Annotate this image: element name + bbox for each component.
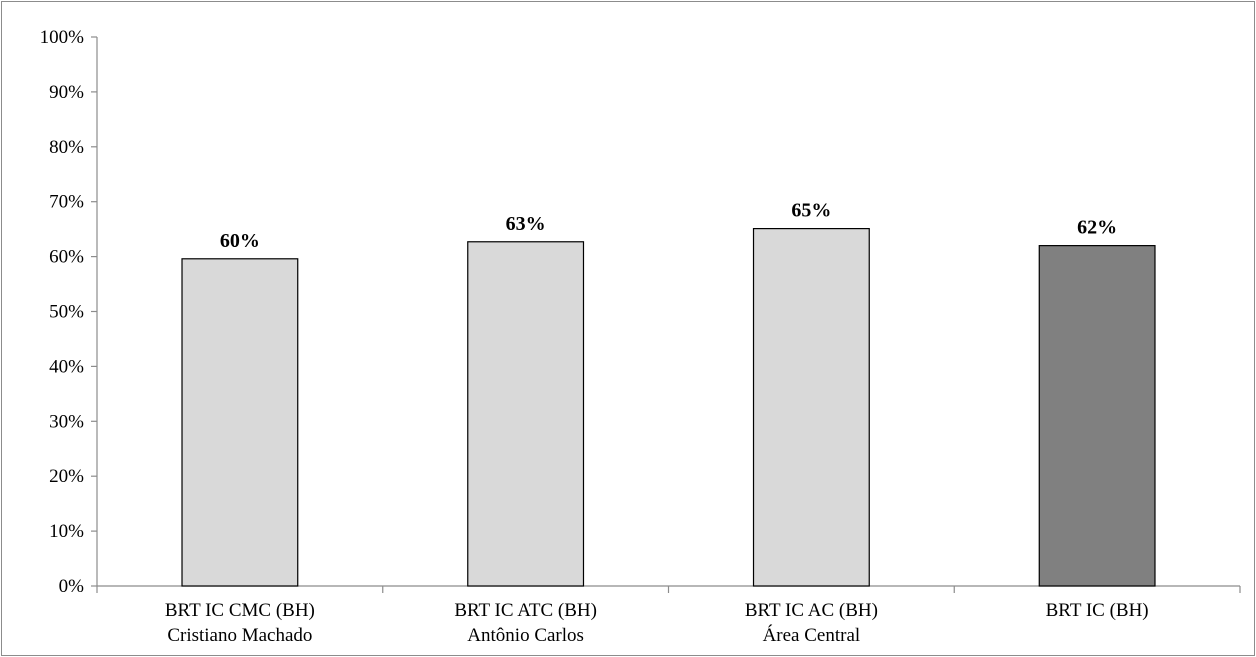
category-label: Área Central [763,624,861,646]
y-tick-label: 100% [40,27,85,48]
y-tick-label: 90% [49,82,84,103]
category-label: BRT IC (BH) [1046,600,1149,621]
data-labels: 60% 63% 65% 62% [220,200,1117,252]
data-label: 65% [791,200,831,222]
y-tick-label: 20% [49,466,84,487]
bar [467,241,585,587]
y-tick-label: 80% [49,137,84,158]
bars [181,228,1156,587]
category-label: BRT IC CMC (BH) [165,600,315,621]
y-tick-label: 70% [49,192,84,213]
data-label: 62% [1077,217,1117,239]
category-labels: BRT IC CMC (BH) Cristiano Machado BRT IC A… [165,600,1149,646]
y-axis: 0% 10% 20% 30% 40% 50% 60% 70% 80% 90% 100% [40,27,98,597]
y-tick-label: 0% [59,576,85,597]
y-tick-label: 60% [49,247,84,268]
category-label: BRT IC ATC (BH) [454,600,597,621]
category-label: Antônio Carlos [467,625,584,646]
category-label: BRT IC AC (BH) [745,600,878,621]
y-tick-label: 30% [49,411,84,432]
bar [752,228,870,587]
data-label: 63% [506,213,546,235]
bar [181,258,299,587]
y-tick-label: 50% [49,302,84,323]
y-tick-label: 10% [49,521,84,542]
bar [1038,245,1156,587]
category-label: Cristiano Machado [167,625,312,646]
data-label: 60% [220,230,260,252]
y-tick-label: 40% [49,356,84,377]
x-axis [96,585,1241,593]
